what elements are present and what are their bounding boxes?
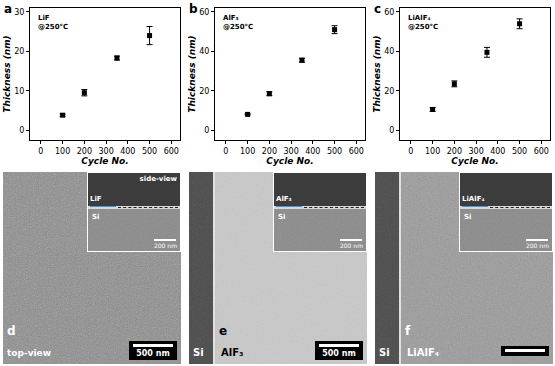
html-text:Si: Si (92, 213, 100, 221)
svg-text:Cycle No.: Cycle No. (266, 156, 313, 166)
html-text:side-view: side-view (139, 175, 177, 183)
html-text:AlF₃: AlF₃ (276, 195, 292, 203)
svg-text:LiF@250°C: LiF@250°C (38, 14, 68, 31)
svg-text:400: 400 (490, 147, 505, 156)
svg-text:0: 0 (408, 147, 413, 156)
svg-text:20: 20 (384, 87, 394, 96)
svg-text:100: 100 (240, 147, 255, 156)
html-text:LiAlF₄: LiAlF₄ (407, 347, 440, 358)
svg-text:60: 60 (199, 8, 209, 17)
svg-text:20: 20 (199, 87, 209, 96)
svg-text:200: 200 (77, 147, 92, 156)
svg-text:0: 0 (204, 126, 209, 135)
html-text:Si: Si (464, 213, 472, 221)
svg-text:200: 200 (447, 147, 462, 156)
html-text:Si: Si (379, 347, 390, 358)
svg-text:40: 40 (199, 47, 209, 56)
svg-text:0: 0 (38, 147, 43, 156)
svg-text:400: 400 (305, 147, 320, 156)
svg-text:AlF₃@250°C: AlF₃@250°C (223, 14, 253, 31)
svg-text:Cycle No.: Cycle No. (81, 156, 128, 166)
svg-text:600: 600 (349, 147, 364, 156)
svg-text:b: b (189, 2, 198, 16)
svg-text:0: 0 (389, 126, 394, 135)
html-text:LiAlF₄: LiAlF₄ (462, 195, 485, 203)
svg-text:c: c (374, 2, 381, 16)
html-text:200 nm: 200 nm (154, 242, 177, 249)
svg-text:a: a (4, 2, 12, 16)
svg-text:600: 600 (534, 147, 549, 156)
svg-text:0: 0 (19, 126, 24, 135)
svg-text:20: 20 (14, 47, 24, 56)
svg-text:200: 200 (262, 147, 277, 156)
svg-text:Thickness (nm): Thickness (nm) (187, 35, 197, 112)
svg-text:500: 500 (327, 147, 342, 156)
svg-text:300: 300 (468, 147, 483, 156)
html-text:LiF: LiF (90, 195, 102, 203)
svg-text:40: 40 (384, 47, 394, 56)
html-text:500 nm: 500 nm (322, 349, 356, 358)
html-text:200 nm: 200 nm (526, 242, 549, 249)
svg-text:300: 300 (283, 147, 298, 156)
html-text:d: d (7, 324, 16, 338)
svg-text:10: 10 (14, 87, 24, 96)
svg-text:100: 100 (55, 147, 70, 156)
html-text:e: e (219, 324, 228, 338)
html-text:Si: Si (278, 213, 286, 221)
svg-text:30: 30 (14, 8, 24, 17)
svg-text:Thickness (nm): Thickness (nm) (2, 35, 12, 112)
html-text:Si: Si (193, 347, 204, 358)
html-text:500 nm: 500 nm (136, 349, 170, 358)
svg-text:400: 400 (120, 147, 135, 156)
svg-text:500: 500 (142, 147, 157, 156)
svg-text:0: 0 (223, 147, 228, 156)
svg-text:300: 300 (98, 147, 113, 156)
svg-text:600: 600 (164, 147, 179, 156)
svg-text:Thickness (nm): Thickness (nm) (372, 35, 382, 112)
svg-text:LiAlF₄@250°C: LiAlF₄@250°C (408, 14, 438, 31)
html-text:f: f (405, 324, 411, 338)
svg-text:Cycle No.: Cycle No. (451, 156, 498, 166)
svg-text:60: 60 (384, 8, 394, 17)
html-text:200 nm: 200 nm (340, 242, 363, 249)
svg-text:100: 100 (425, 147, 440, 156)
html-text:top-view: top-view (7, 348, 51, 358)
html-text:AlF₃: AlF₃ (221, 347, 244, 358)
svg-text:500: 500 (512, 147, 527, 156)
